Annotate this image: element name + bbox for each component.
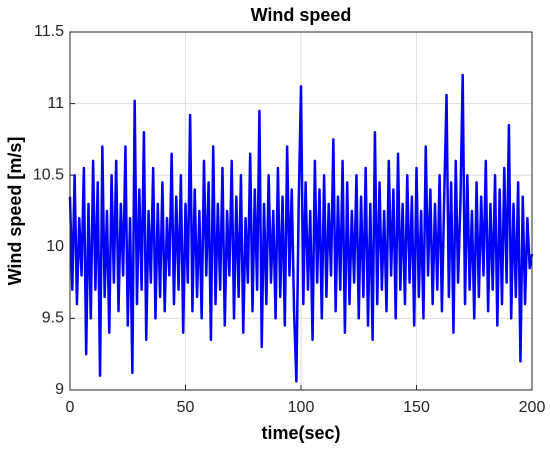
x-tick-label: 200 [519,399,546,416]
y-tick-label: 10 [46,238,64,255]
x-tick-label: 100 [288,399,315,416]
y-tick-label: 9 [55,381,64,398]
x-axis-label: time(sec) [261,423,340,443]
y-tick-label: 11 [47,95,64,112]
y-tick-label: 9.5 [42,310,64,327]
y-tick-label: 11.5 [34,23,64,40]
x-tick-label: 150 [403,399,430,416]
y-axis-label: Wind speed [m/s] [5,137,25,286]
y-tick-label: 10.5 [33,166,64,183]
data-line [68,73,534,383]
chart-title: Wind speed [251,5,352,25]
x-tick-label: 0 [66,399,75,416]
x-tick-label: 50 [177,399,195,416]
plot-frame [69,31,533,391]
